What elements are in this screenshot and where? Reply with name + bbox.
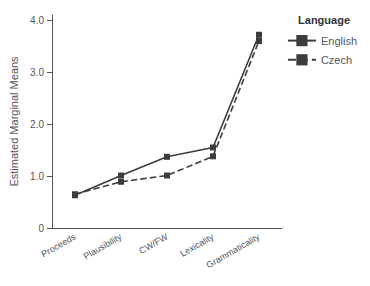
svg-text:3.0: 3.0	[30, 67, 44, 78]
svg-text:2.0: 2.0	[30, 119, 44, 130]
svg-text:4.0: 4.0	[30, 15, 44, 26]
svg-text:Language: Language	[298, 14, 350, 26]
svg-text:Lexicality: Lexicality	[178, 231, 215, 258]
svg-text:Estimated Marginal Means: Estimated Marginal Means	[8, 56, 20, 187]
svg-text:Grammaticality: Grammaticality	[205, 231, 262, 270]
svg-text:English: English	[321, 35, 357, 47]
svg-text:CW/FW: CW/FW	[137, 231, 170, 256]
svg-text:0: 0	[38, 223, 44, 234]
svg-text:Proceeds: Proceeds	[40, 231, 78, 259]
svg-text:Czech: Czech	[321, 54, 352, 66]
svg-text:1.0: 1.0	[30, 171, 44, 182]
svg-text:Plausibility: Plausibility	[82, 231, 124, 261]
